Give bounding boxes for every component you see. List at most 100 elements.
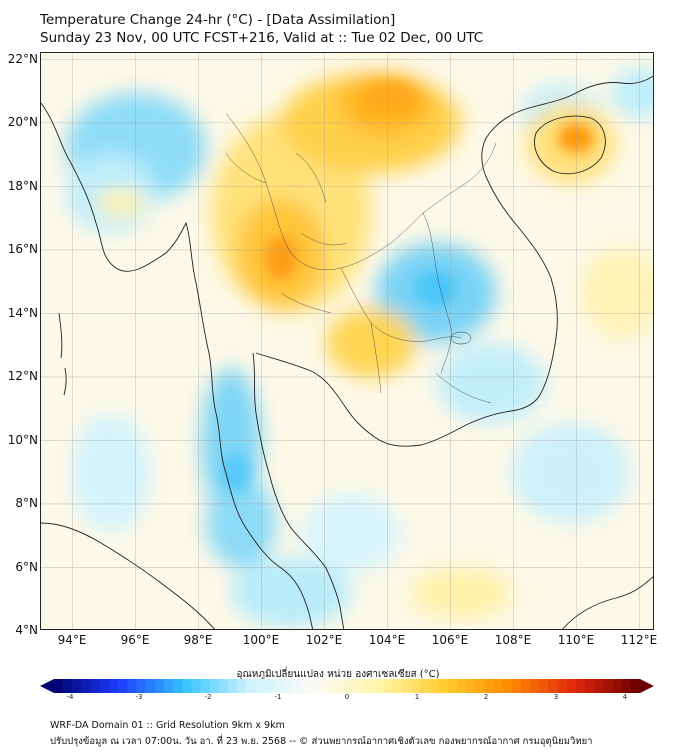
colorbar-cell	[209, 679, 220, 693]
colorbar-cell	[456, 679, 467, 693]
coastlines	[41, 75, 653, 629]
colorbar-tick: 2	[483, 693, 489, 701]
colorbar-cell	[163, 679, 174, 693]
colorbar-cell	[227, 679, 238, 693]
lon-label-106E: 106°E	[431, 633, 469, 647]
colorbar-cell	[99, 679, 110, 693]
colorbar-cell	[401, 679, 412, 693]
colorbar-cell	[585, 679, 595, 693]
colorbar-cell	[347, 679, 357, 693]
colorbar-cell	[557, 679, 568, 693]
colorbar-cell	[411, 679, 421, 693]
colorbar-cell	[54, 679, 64, 693]
colorbar-cell	[575, 679, 586, 693]
colorbar-cell	[438, 679, 449, 693]
colorbar-cell	[237, 679, 247, 693]
colorbar-cell	[612, 679, 622, 693]
colorbar-tick: 4	[622, 693, 628, 701]
lat-label-14N: 14°N	[7, 306, 38, 320]
colorbar-cell	[136, 679, 146, 693]
lat-label-8N: 8°N	[15, 496, 38, 510]
colorbar-cell	[90, 679, 101, 693]
lat-label-20N: 20°N	[7, 115, 38, 129]
map-gridlines	[41, 53, 653, 629]
colorbar-cell	[475, 679, 485, 693]
colorbar-cell	[319, 679, 329, 693]
lat-label-22N: 22°N	[7, 52, 38, 66]
colorbar-cell	[484, 679, 494, 693]
colorbar-cell	[264, 679, 275, 693]
colorbar-cell	[292, 679, 302, 693]
colorbar-tick: -3	[135, 693, 143, 701]
colorbar-cell	[548, 679, 558, 693]
lon-label-104E: 104°E	[368, 633, 406, 647]
colorbar-cell	[502, 679, 513, 693]
colorbar-tick: 3	[553, 693, 559, 701]
lon-label-102E: 102°E	[305, 633, 343, 647]
colorbar-cell	[392, 679, 403, 693]
map-subtitle: Sunday 23 Nov, 00 UTC FCST+216, Valid at…	[40, 30, 484, 46]
colorbar-tick: -2	[204, 693, 212, 701]
lat-label-16N: 16°N	[7, 242, 38, 256]
colorbar-cell	[511, 679, 522, 693]
colorbar-cell	[182, 679, 192, 693]
colorbar-cell	[566, 679, 577, 693]
lake	[450, 331, 472, 345]
colorbar-cell	[365, 679, 375, 693]
colorbar-cell	[200, 679, 210, 693]
colorbar-cell	[356, 679, 366, 693]
lon-label-100E: 100°E	[242, 633, 280, 647]
colorbar-cell	[493, 679, 503, 693]
map-canvas	[41, 53, 653, 629]
colorbar-cell	[337, 679, 348, 693]
colorbar-cell	[173, 679, 183, 693]
colorbar-label: อุณหภูมิเปลี่ยนแปลง หน่วย องศาเซลเซียส (…	[236, 669, 440, 680]
colorbar-cell	[466, 679, 476, 693]
colorbar-cell	[218, 679, 229, 693]
lon-label-108E: 108°E	[494, 633, 532, 647]
temperature-peaks	[222, 84, 594, 493]
colorbar-tick: 0	[344, 693, 350, 701]
colorbar-cell	[603, 679, 613, 693]
lon-label-112E: 112°E	[620, 633, 658, 647]
footer-credit: ปรับปรุงข้อมูล ณ เวลา 07:00น. วัน อา. ที…	[50, 736, 593, 747]
colorbar-cell	[520, 679, 531, 693]
country-borders	[225, 112, 497, 404]
colorbar-cell	[246, 679, 256, 693]
colorbar-cell	[118, 679, 128, 693]
colorbar-min-arrow	[40, 679, 54, 693]
colorbar-max-arrow	[640, 679, 654, 693]
lat-label-6N: 6°N	[15, 560, 38, 574]
lat-label-18N: 18°N	[7, 179, 38, 193]
map-title: Temperature Change 24-hr (°C) - [Data As…	[40, 12, 396, 28]
colorbar-cell	[328, 679, 339, 693]
colorbar-tick: -1	[274, 693, 282, 701]
colorbar-cell	[429, 679, 439, 693]
colorbar-cell	[420, 679, 430, 693]
lon-label-96E: 96°E	[120, 633, 150, 647]
colorbar-cell	[191, 679, 201, 693]
colorbar-cell	[530, 679, 540, 693]
colorbar-cell	[383, 679, 394, 693]
colorbar-cell	[310, 679, 320, 693]
colorbar-cell	[630, 679, 641, 693]
lon-label-110E: 110°E	[557, 633, 595, 647]
colorbar-cell	[81, 679, 91, 693]
colorbar-cell	[374, 679, 384, 693]
footer-model-info: WRF-DA Domain 01 :: Grid Resolution 9km …	[50, 720, 285, 731]
colorbar-tick: -4	[66, 693, 74, 701]
colorbar-cell	[108, 679, 119, 693]
colorbar-cell	[282, 679, 293, 693]
colorbar-cell	[63, 679, 73, 693]
colorbar-cell	[273, 679, 284, 693]
lat-label-12N: 12°N	[7, 369, 38, 383]
lon-label-94E: 94°E	[57, 633, 87, 647]
lat-label-10N: 10°N	[7, 433, 38, 447]
colorbar-tick: 1	[414, 693, 420, 701]
colorbar-cell	[301, 679, 311, 693]
colorbar-cell	[621, 679, 632, 693]
colorbar-cell	[154, 679, 165, 693]
colorbar-cell	[255, 679, 265, 693]
temperature-change-map	[40, 52, 654, 630]
colorbar-cell	[72, 679, 82, 693]
